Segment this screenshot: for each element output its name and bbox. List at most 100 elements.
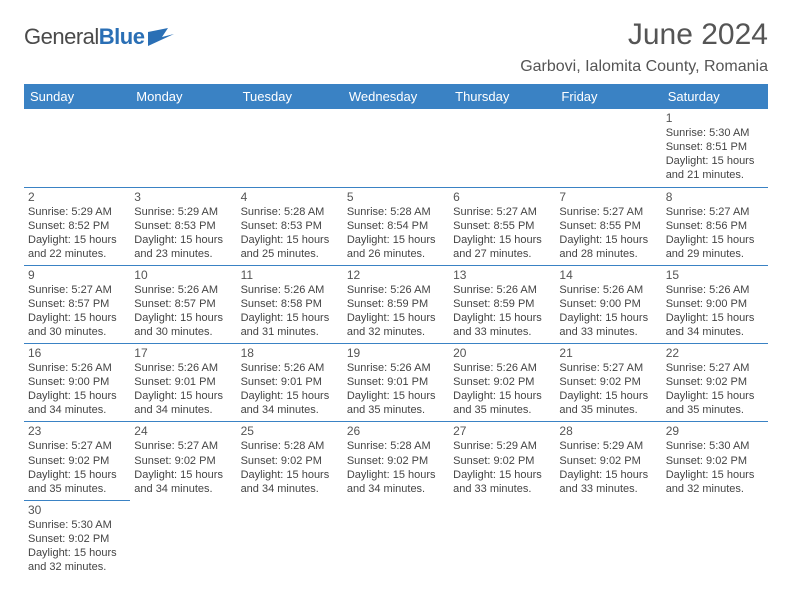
calendar-cell: [343, 109, 449, 187]
cell-sunrise: Sunrise: 5:29 AM: [134, 205, 232, 219]
cell-sunset: Sunset: 9:00 PM: [28, 375, 126, 389]
cell-sunrise: Sunrise: 5:28 AM: [347, 205, 445, 219]
day-number: 26: [347, 424, 445, 438]
calendar-cell: 3Sunrise: 5:29 AMSunset: 8:53 PMDaylight…: [130, 187, 236, 265]
cell-day1: Daylight: 15 hours: [28, 468, 126, 482]
brand-part1: General: [24, 24, 99, 49]
cell-day1: Daylight: 15 hours: [241, 389, 339, 403]
cell-sunset: Sunset: 9:00 PM: [666, 297, 764, 311]
day-number: 24: [134, 424, 232, 438]
day-number: 19: [347, 346, 445, 360]
cell-sunset: Sunset: 9:02 PM: [666, 375, 764, 389]
cell-sunset: Sunset: 9:00 PM: [559, 297, 657, 311]
dayhead-saturday: Saturday: [662, 84, 768, 109]
cell-day2: and 34 minutes.: [666, 325, 764, 339]
calendar-cell: [237, 500, 343, 578]
dayhead-wednesday: Wednesday: [343, 84, 449, 109]
calendar-cell: 24Sunrise: 5:27 AMSunset: 9:02 PMDayligh…: [130, 422, 236, 500]
cell-sunset: Sunset: 8:55 PM: [453, 219, 551, 233]
cell-sunset: Sunset: 9:02 PM: [241, 454, 339, 468]
cell-day1: Daylight: 15 hours: [453, 389, 551, 403]
cell-day2: and 28 minutes.: [559, 247, 657, 261]
cell-sunset: Sunset: 8:52 PM: [28, 219, 126, 233]
cell-day1: Daylight: 15 hours: [453, 233, 551, 247]
cell-sunrise: Sunrise: 5:26 AM: [666, 283, 764, 297]
day-number: 27: [453, 424, 551, 438]
cell-sunset: Sunset: 9:02 PM: [559, 454, 657, 468]
cell-day2: and 34 minutes.: [28, 403, 126, 417]
calendar-cell: 19Sunrise: 5:26 AMSunset: 9:01 PMDayligh…: [343, 344, 449, 422]
calendar-cell: 17Sunrise: 5:26 AMSunset: 9:01 PMDayligh…: [130, 344, 236, 422]
cell-day1: Daylight: 15 hours: [559, 468, 657, 482]
cell-sunrise: Sunrise: 5:27 AM: [28, 439, 126, 453]
cell-day2: and 31 minutes.: [241, 325, 339, 339]
dayhead-thursday: Thursday: [449, 84, 555, 109]
cell-day1: Daylight: 15 hours: [28, 233, 126, 247]
cell-day1: Daylight: 15 hours: [134, 311, 232, 325]
cell-day1: Daylight: 15 hours: [666, 233, 764, 247]
cell-day2: and 22 minutes.: [28, 247, 126, 261]
cell-sunrise: Sunrise: 5:26 AM: [28, 361, 126, 375]
cell-sunrise: Sunrise: 5:27 AM: [559, 361, 657, 375]
cell-sunset: Sunset: 9:02 PM: [28, 454, 126, 468]
cell-day2: and 32 minutes.: [28, 560, 126, 574]
cell-sunrise: Sunrise: 5:29 AM: [28, 205, 126, 219]
cell-sunset: Sunset: 8:54 PM: [347, 219, 445, 233]
day-number: 8: [666, 190, 764, 204]
cell-sunset: Sunset: 8:55 PM: [559, 219, 657, 233]
location-subtitle: Garbovi, Ialomita County, Romania: [520, 58, 768, 76]
day-number: 16: [28, 346, 126, 360]
cell-day2: and 32 minutes.: [666, 482, 764, 496]
cell-sunrise: Sunrise: 5:29 AM: [453, 439, 551, 453]
cell-day1: Daylight: 15 hours: [666, 311, 764, 325]
calendar-cell: 2Sunrise: 5:29 AMSunset: 8:52 PMDaylight…: [24, 187, 130, 265]
cell-sunrise: Sunrise: 5:29 AM: [559, 439, 657, 453]
cell-sunrise: Sunrise: 5:27 AM: [453, 205, 551, 219]
cell-sunrise: Sunrise: 5:28 AM: [241, 439, 339, 453]
day-number: 14: [559, 268, 657, 282]
calendar-cell: 6Sunrise: 5:27 AMSunset: 8:55 PMDaylight…: [449, 187, 555, 265]
day-number: 18: [241, 346, 339, 360]
day-number: 11: [241, 268, 339, 282]
cell-sunset: Sunset: 9:01 PM: [134, 375, 232, 389]
day-number: 5: [347, 190, 445, 204]
cell-sunset: Sunset: 9:02 PM: [453, 454, 551, 468]
cell-sunset: Sunset: 9:02 PM: [559, 375, 657, 389]
brand-part2: Blue: [99, 24, 145, 49]
cell-sunrise: Sunrise: 5:26 AM: [347, 283, 445, 297]
day-number: 7: [559, 190, 657, 204]
day-number: 20: [453, 346, 551, 360]
cell-day2: and 21 minutes.: [666, 168, 764, 182]
cell-day1: Daylight: 15 hours: [241, 233, 339, 247]
calendar-cell: 30Sunrise: 5:30 AMSunset: 9:02 PMDayligh…: [24, 500, 130, 578]
day-number: 21: [559, 346, 657, 360]
calendar-cell: 9Sunrise: 5:27 AMSunset: 8:57 PMDaylight…: [24, 265, 130, 343]
calendar-cell: 29Sunrise: 5:30 AMSunset: 9:02 PMDayligh…: [662, 422, 768, 500]
calendar-cell: 27Sunrise: 5:29 AMSunset: 9:02 PMDayligh…: [449, 422, 555, 500]
calendar-cell: 14Sunrise: 5:26 AMSunset: 9:00 PMDayligh…: [555, 265, 661, 343]
cell-day2: and 35 minutes.: [666, 403, 764, 417]
calendar-cell: 8Sunrise: 5:27 AMSunset: 8:56 PMDaylight…: [662, 187, 768, 265]
day-number: 17: [134, 346, 232, 360]
cell-day2: and 34 minutes.: [241, 403, 339, 417]
cell-day2: and 35 minutes.: [559, 403, 657, 417]
cell-day1: Daylight: 15 hours: [134, 233, 232, 247]
calendar-cell: 5Sunrise: 5:28 AMSunset: 8:54 PMDaylight…: [343, 187, 449, 265]
brand-name: GeneralBlue: [24, 24, 144, 50]
day-number: 1: [666, 111, 764, 125]
cell-sunset: Sunset: 8:59 PM: [347, 297, 445, 311]
calendar-row: 9Sunrise: 5:27 AMSunset: 8:57 PMDaylight…: [24, 265, 768, 343]
day-number: 28: [559, 424, 657, 438]
cell-day2: and 34 minutes.: [134, 403, 232, 417]
cell-sunrise: Sunrise: 5:26 AM: [559, 283, 657, 297]
day-number: 30: [28, 503, 126, 517]
cell-day1: Daylight: 15 hours: [347, 468, 445, 482]
day-number: 15: [666, 268, 764, 282]
day-number: 12: [347, 268, 445, 282]
brand-logo: GeneralBlue: [24, 24, 176, 50]
day-number: 25: [241, 424, 339, 438]
dayhead-monday: Monday: [130, 84, 236, 109]
cell-day2: and 34 minutes.: [134, 482, 232, 496]
cell-sunset: Sunset: 9:02 PM: [666, 454, 764, 468]
cell-day2: and 29 minutes.: [666, 247, 764, 261]
